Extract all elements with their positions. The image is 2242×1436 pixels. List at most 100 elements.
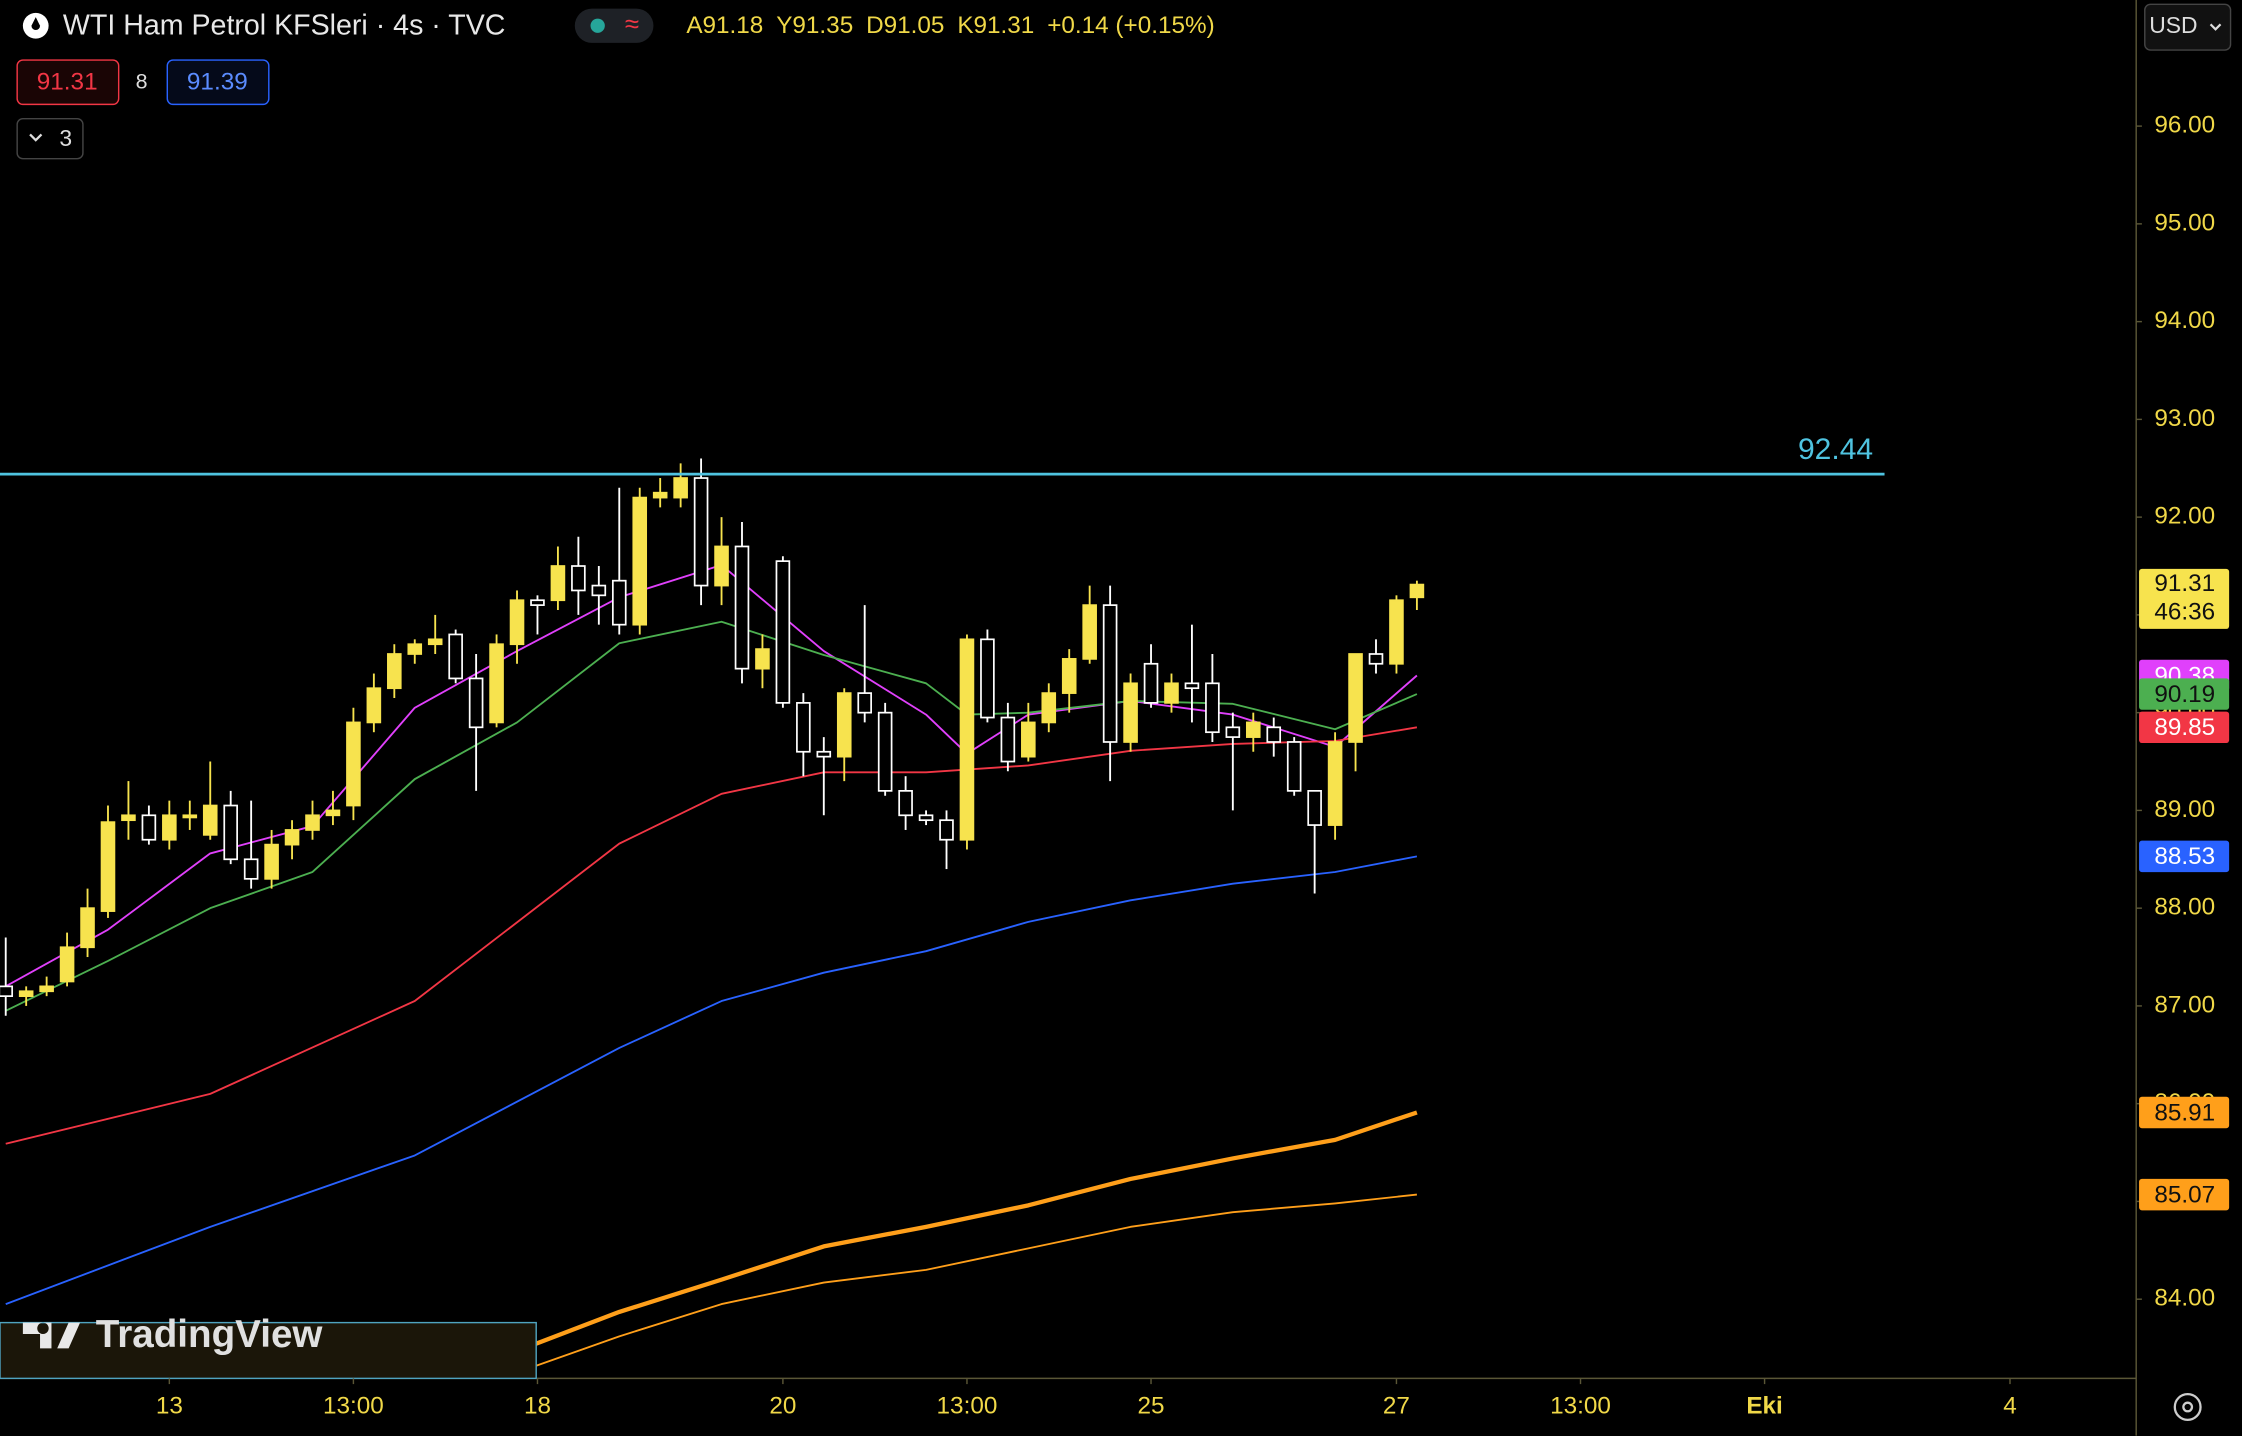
candle-body [202, 804, 218, 836]
y-tick-label: 88.00 [2154, 894, 2215, 921]
last-price-label: 91.31 [2154, 570, 2215, 597]
candle-body [223, 804, 238, 861]
buy-button[interactable] [166, 59, 270, 106]
sell-price[interactable]: 91.31 [37, 68, 98, 95]
price-badge-label: 90.19 [2154, 681, 2215, 708]
indicators-count[interactable]: 3 [59, 125, 72, 151]
svg-text:≈: ≈ [625, 11, 639, 39]
candle-body [857, 692, 872, 714]
candle-body [1266, 726, 1282, 743]
x-tick-label: 13:00 [937, 1392, 998, 1419]
candle-body [571, 565, 586, 592]
candle-body [1102, 604, 1118, 743]
candle-body [652, 491, 668, 499]
candle-body [59, 946, 75, 983]
candle-body [714, 545, 729, 587]
candle-body [264, 843, 279, 880]
candle-body [959, 638, 975, 841]
ohlc: A91.18 Y91.35 D91.05 K91.31 +0.14 (+0.15%) [686, 13, 1214, 40]
symbol-title: WTI Ham Petrol KFSleri · 4s · TVC [63, 10, 506, 42]
candle-body [1184, 682, 1200, 690]
candle-body [243, 858, 259, 880]
candle-body [816, 750, 832, 758]
x-tick-label: 20 [769, 1392, 796, 1419]
x-tick-label: 13:00 [1550, 1392, 1611, 1419]
moving-average [5, 620, 1418, 1012]
candle-body [121, 814, 136, 822]
candle-body [1368, 653, 1384, 665]
candle-body [632, 496, 648, 626]
candle-body [1225, 726, 1241, 738]
candle-body [898, 789, 913, 817]
candle-body [427, 638, 443, 646]
candle-body [39, 985, 54, 993]
candle-body [673, 477, 688, 499]
price-badge [2139, 840, 2230, 873]
candle-body [346, 721, 361, 807]
candle-body [141, 814, 157, 841]
x-tick-label: 13 [156, 1392, 183, 1419]
candle-body [182, 814, 198, 819]
last-price-badge [2139, 568, 2230, 629]
candle-body [1307, 789, 1322, 826]
candle-body [1021, 721, 1036, 758]
candle-body [734, 545, 750, 670]
candle-body [755, 648, 770, 670]
candle-body [918, 814, 934, 822]
candle-body [305, 814, 320, 831]
candle-body [1123, 682, 1138, 743]
countdown: 46:36 [2154, 599, 2215, 626]
currency[interactable]: USD [2149, 12, 2197, 38]
moving-average [5, 564, 1418, 988]
candle-body [448, 633, 463, 680]
price-badge-label: 88.53 [2154, 843, 2215, 870]
y-tick-label: 94.00 [2154, 307, 2215, 334]
candle-body [611, 579, 627, 626]
x-tick-label: 27 [1383, 1392, 1410, 1419]
moving-average [434, 1110, 1418, 1378]
price-badge [2139, 711, 2230, 744]
candle-body [387, 653, 402, 690]
moving-average [5, 726, 1418, 1145]
price-badge-label: 85.07 [2154, 1181, 2215, 1208]
candle-body [1143, 662, 1159, 704]
currency-button[interactable] [2144, 3, 2232, 51]
candle-body [162, 814, 177, 841]
x-tick-label: 18 [524, 1392, 551, 1419]
x-tick-label: 25 [1138, 1392, 1165, 1419]
candle-body [1327, 741, 1343, 826]
candle-body [80, 907, 95, 949]
ohlc-value: K91.31 [957, 13, 1034, 40]
status-pill[interactable] [574, 8, 654, 43]
sell-button[interactable] [16, 59, 120, 106]
candle-body [407, 643, 423, 655]
header: WTI Ham Petrol KFSleri · 4s · TVC ≈ A91.… [16, 3, 2232, 160]
price-badge [2139, 1096, 2230, 1129]
candle-body [1286, 741, 1302, 792]
moving-average [5, 855, 1418, 1305]
candle-body [1041, 692, 1057, 724]
candle-body [18, 990, 34, 998]
candle-body [1061, 658, 1077, 694]
buy-price[interactable]: 91.39 [187, 68, 248, 95]
candle-body [1348, 653, 1363, 743]
candle-body [1205, 682, 1220, 734]
settings-icon[interactable] [2173, 1392, 2202, 1421]
indicators-toggle[interactable] [16, 117, 84, 160]
candle-body [550, 565, 566, 602]
price-badge-label: 85.91 [2154, 1099, 2215, 1126]
candle-body [980, 638, 995, 719]
y-tick-label: 87.00 [2154, 991, 2215, 1018]
candle-body [796, 702, 811, 753]
horizontal-line-label: 92.44 [1798, 433, 1873, 466]
candle-body [509, 599, 525, 646]
x-tick-label: 13:00 [323, 1392, 384, 1419]
candle-body [1000, 716, 1016, 763]
y-tick-label: 84.00 [2154, 1285, 2215, 1312]
price-badge [2139, 1178, 2230, 1211]
candle-body [468, 677, 484, 729]
candle-body [325, 809, 341, 817]
candle-body [530, 599, 545, 606]
